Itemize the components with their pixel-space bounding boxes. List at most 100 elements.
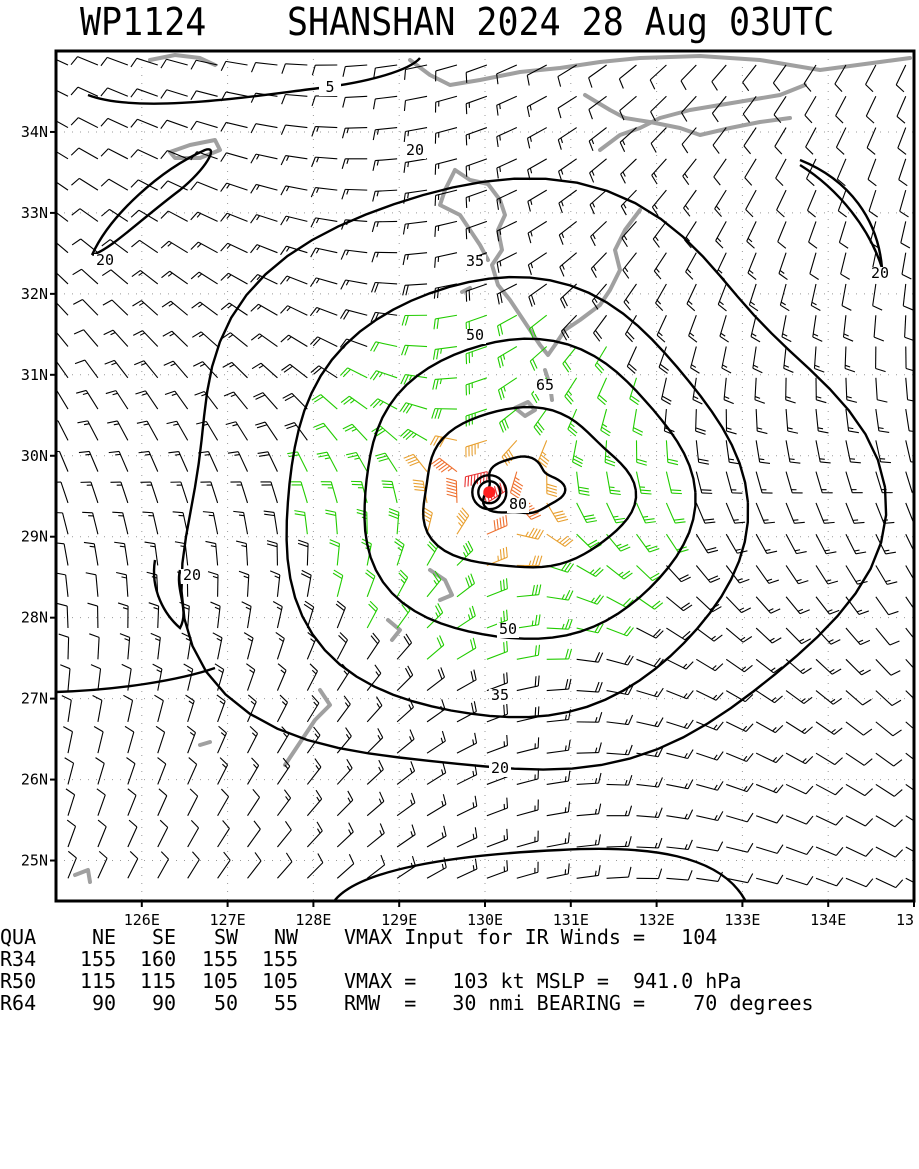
wind-barb: [876, 565, 897, 584]
wind-barb: [133, 331, 158, 347]
wind-barb: [72, 209, 98, 222]
wind-barb: [162, 301, 188, 315]
contour-20: [182, 179, 887, 770]
wind-barb: [397, 570, 408, 597]
wind-barb: [547, 771, 570, 785]
wind-barb: [74, 330, 98, 347]
wind-barb: [125, 726, 134, 753]
wind-barb: [756, 534, 777, 553]
wind-barb: [457, 733, 477, 753]
wind-barb: [724, 378, 734, 404]
wind-barb: [307, 822, 322, 847]
wind-barb: [547, 619, 572, 629]
r64-se: 90: [152, 992, 176, 1014]
wind-barb: [779, 253, 787, 280]
lat-tick-label: 29N: [21, 528, 48, 546]
table-row: R50 115 115 105 105 VMAX = 103 kt MSLP =…: [0, 970, 48, 992]
wind-barb: [103, 300, 128, 315]
wind-barb: [149, 603, 159, 628]
wind-barb: [636, 688, 663, 697]
wind-barb: [337, 633, 347, 660]
wind-barb: [756, 597, 780, 613]
wind-barb: [321, 482, 338, 503]
wind-barb: [816, 597, 839, 614]
wind-barb: [60, 665, 70, 691]
wind-barb: [404, 96, 427, 111]
wind-barb: [132, 301, 157, 316]
wind-barb: [435, 128, 457, 144]
coastline-islands: [388, 620, 400, 640]
wind-barb: [683, 159, 697, 185]
wind-barb: [333, 570, 343, 597]
wind-barb: [656, 284, 667, 311]
wind-barb: [627, 347, 636, 374]
wind-barb: [57, 603, 68, 628]
wind-barb: [427, 699, 445, 722]
wind-barb: [158, 789, 167, 816]
footer-panel: QUA NE SE SW NW VMAX Input for IR Winds …: [0, 926, 919, 1014]
wind-barb: [196, 421, 217, 440]
wind-barb: [128, 851, 138, 878]
wind-barb: [696, 691, 723, 701]
wind-barb: [158, 852, 169, 879]
wind-barb: [839, 221, 848, 248]
wind-barb: [79, 451, 98, 471]
wind-barb: [528, 221, 547, 243]
wind-barb: [52, 512, 68, 534]
wind-barb: [457, 764, 477, 784]
wind-barb: [281, 216, 308, 225]
wind-barb: [343, 424, 367, 440]
wind-barb: [466, 378, 487, 396]
wind-barb: [341, 250, 367, 260]
wind-barb: [71, 87, 98, 96]
wind-barb: [248, 852, 262, 878]
wind-barb: [253, 393, 277, 409]
wind-barb: [151, 633, 161, 659]
wind-barb: [666, 597, 692, 611]
wind-barb: [218, 789, 229, 816]
wind-barb: [251, 63, 277, 73]
r50-se: 115: [140, 970, 176, 992]
wind-barb: [161, 120, 188, 128]
wind-barb: [427, 731, 445, 753]
wind-barb: [744, 128, 756, 154]
wind-barb: [906, 753, 919, 767]
wind-barb: [131, 119, 158, 127]
wind-barb: [342, 189, 367, 199]
lat-tick-label: 34N: [21, 123, 48, 141]
wind-barb: [547, 832, 570, 847]
wind-barb: [89, 634, 99, 659]
wind-barb: [696, 472, 712, 494]
wind-barb: [329, 540, 339, 566]
wind-barb: [746, 190, 756, 217]
wind-barb: [101, 118, 128, 127]
wind-barb: [558, 128, 576, 150]
wind-barb: [88, 603, 98, 628]
contour-label: 50: [499, 620, 517, 638]
wind-barb: [221, 61, 247, 70]
lat-tick-label: 27N: [21, 690, 48, 708]
wind-barb: [816, 409, 828, 433]
coastline-okinawa: [285, 690, 330, 765]
wind-barb: [48, 421, 68, 441]
wind-barb: [311, 248, 338, 257]
wind-barb: [98, 851, 107, 878]
wind-barb: [402, 345, 428, 355]
wind-barb: [529, 315, 546, 338]
wind-barb: [205, 541, 217, 565]
wind-barb: [876, 691, 901, 706]
wind-barb: [367, 601, 377, 628]
wind-barb: [841, 253, 850, 280]
wind-barb: [874, 315, 884, 341]
wind-barb: [397, 666, 413, 691]
wind-barb: [577, 865, 601, 878]
wind-barb: [163, 331, 188, 346]
wind-barb: [372, 252, 397, 262]
wind-barb: [224, 392, 248, 409]
wind-barb: [689, 315, 697, 342]
wind-barb: [403, 284, 427, 295]
wind-barb: [161, 90, 188, 99]
wind-barb: [156, 726, 165, 753]
wind-barb: [187, 726, 195, 753]
wind-barb: [248, 821, 261, 847]
